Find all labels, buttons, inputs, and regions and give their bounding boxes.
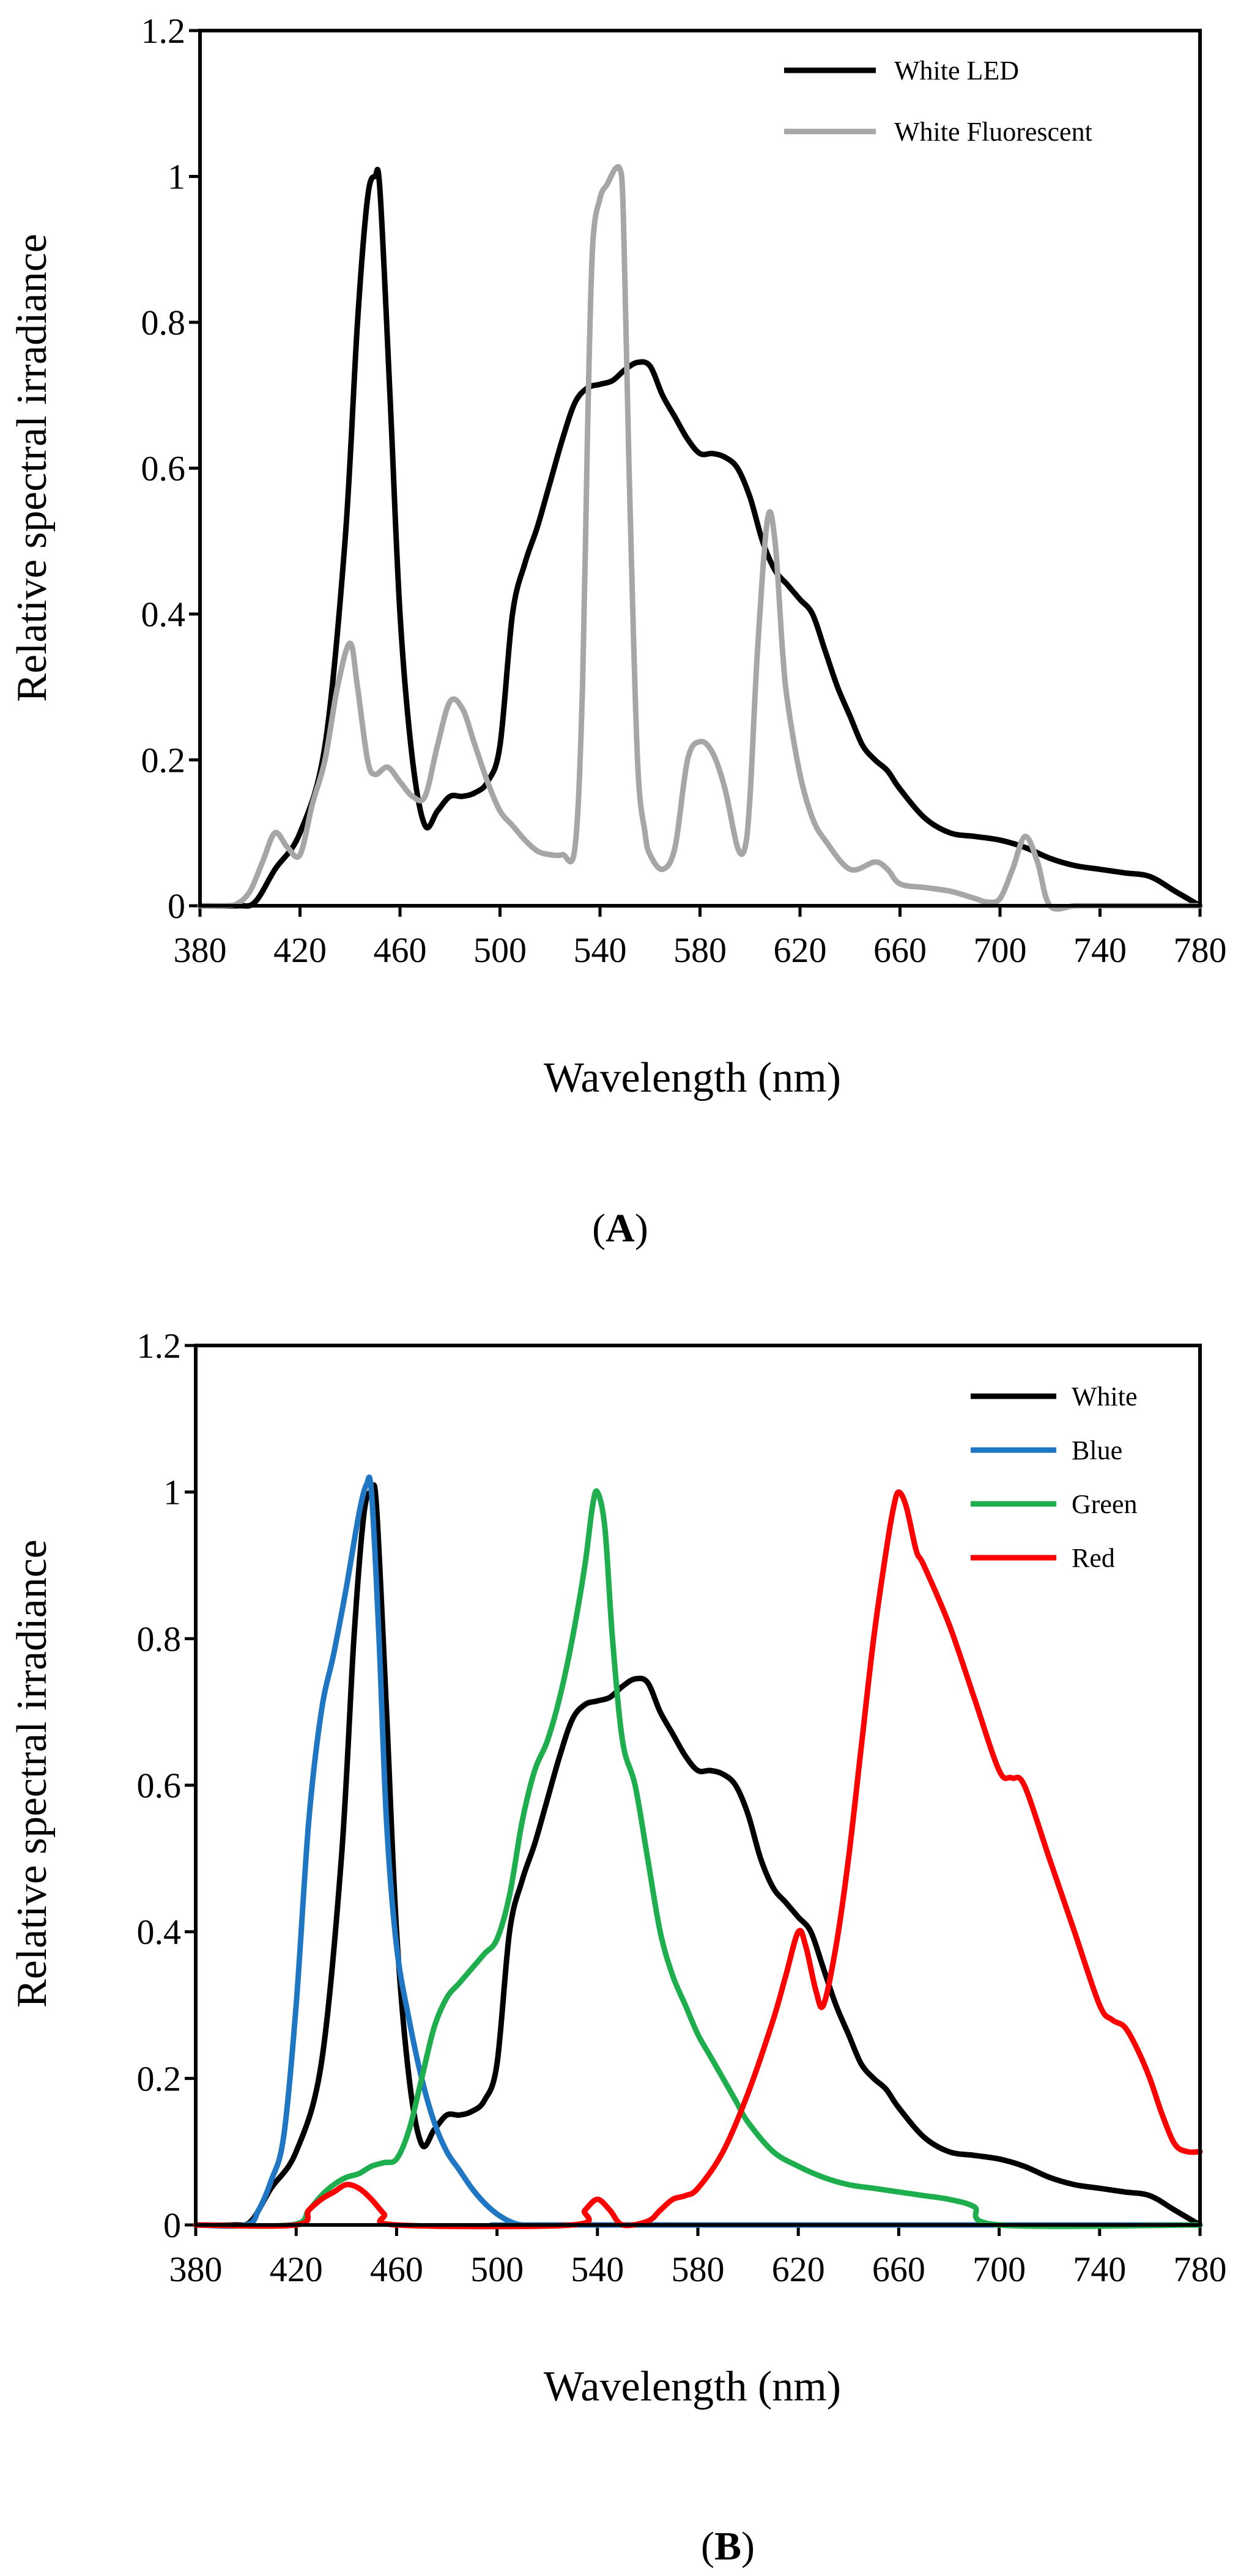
- panel-a-x-tick-label: 540: [574, 930, 627, 970]
- panel-b: Relative spectral irradiance Wavelength …: [9, 1326, 1227, 2569]
- panel-a-legend: White LED White Fluorescent: [784, 56, 1092, 147]
- panel-b-y-tick-label: 1: [163, 1473, 181, 1512]
- panel-a-x-tick-label: 740: [1073, 930, 1127, 970]
- panel-a-label-open: (: [592, 1206, 606, 1251]
- panel-b-label: (B): [701, 2524, 755, 2569]
- panel-b-x-tick-labels: 380 420 460 500 540 580 620 660 700 740 780: [169, 2249, 1227, 2289]
- panel-a-x-tick-label: 420: [273, 930, 327, 970]
- panel-a-y-tick-label: 0.6: [141, 449, 186, 489]
- panel-a-series-line-white-fluorescent: [197, 164, 1203, 912]
- panel-b-y-tick-label: 0.4: [137, 1912, 182, 1952]
- panel-a-y-tick-label: 0.2: [141, 741, 186, 780]
- panel-a-y-tick-label: 0: [168, 886, 185, 926]
- panel-b-legend: White Blue Green Red: [971, 1382, 1138, 1573]
- panel-b-x-tick-label: 540: [571, 2249, 624, 2289]
- legend-label-blue: Blue: [1072, 1435, 1122, 1465]
- panel-a-y-tick-label: 0.8: [141, 303, 186, 342]
- panel-b-series-line-blue: [193, 1474, 1203, 2229]
- panel-b-x-tick-label: 700: [972, 2249, 1026, 2289]
- panel-b-tick-marks: [185, 1344, 1202, 2236]
- panel-a-x-tick-label: 380: [174, 930, 227, 970]
- panel-b-series: [193, 1474, 1203, 2230]
- panel-b-y-tick-label: 0.6: [137, 1766, 182, 1805]
- panel-b-x-tick-label: 420: [270, 2249, 323, 2289]
- panel-a: Relative spectral irradiance Wavelength …: [0, 0, 1241, 1284]
- panel-a-y-axis-title: Relative spectral irradiance: [9, 234, 56, 702]
- panel-a-x-axis-title: Wavelength (nm): [544, 1054, 841, 1101]
- panel-a-x-tick-labels: 380 420 460 500 540 580 620 660 700 740 780: [174, 930, 1227, 970]
- panel-b-x-tick-label: 660: [872, 2249, 925, 2289]
- panel-b-x-tick-label: 620: [772, 2249, 825, 2289]
- panel-b-x-tick-label: 780: [1174, 2249, 1227, 2289]
- panel-b-y-axis-title: Relative spectral irradiance: [9, 1539, 56, 2008]
- panel-a-x-tick-label: 780: [1174, 930, 1227, 970]
- panel-a-x-tick-label: 460: [374, 930, 427, 970]
- panel-b-label-letter: B: [714, 2524, 741, 2569]
- legend-label-green: Green: [1072, 1489, 1138, 1519]
- legend-label-white: White: [1072, 1382, 1138, 1412]
- panel-b-x-tick-label: 580: [672, 2249, 725, 2289]
- panel-b-x-axis-title: Wavelength (nm): [544, 2363, 841, 2410]
- panel-a-plot-frame: [198, 29, 1202, 908]
- panel-b-y-tick-label: 0: [163, 2205, 181, 2245]
- panel-b-label-open: (: [701, 2524, 714, 2569]
- panel-b-x-tick-label: 740: [1073, 2249, 1126, 2289]
- panel-b-y-tick-label: 0.8: [137, 1619, 182, 1659]
- panel-a-y-tick-label: 1: [168, 157, 185, 197]
- panel-a-x-tick-label: 660: [873, 930, 927, 970]
- legend-label-white-fluorescent: White Fluorescent: [894, 117, 1092, 147]
- panel-a-x-tick-label: 620: [774, 930, 827, 970]
- panel-b-x-tick-label: 500: [470, 2249, 524, 2289]
- panel-a-label: (A): [592, 1206, 648, 1251]
- panel-b-series-line-green: [193, 1488, 1203, 2229]
- panel-a-background: [0, 0, 1241, 1284]
- panel-a-series: [197, 164, 1203, 912]
- panel-b-x-tick-label: 460: [370, 2249, 423, 2289]
- panel-a-series-line-white-led: [197, 166, 1203, 909]
- panel-b-plot-frame: [194, 1344, 1202, 2227]
- panel-b-y-tick-label: 1.2: [137, 1326, 182, 1366]
- panel-b-y-tick-labels: 0 0.2 0.4 0.6 0.8 1 1.2: [137, 1326, 182, 2245]
- panel-a-label-letter: A: [606, 1206, 635, 1251]
- legend-label-white-led: White LED: [894, 56, 1019, 86]
- panel-a-label-close: ): [635, 1206, 648, 1251]
- legend-label-red: Red: [1072, 1543, 1115, 1573]
- panel-b-series-line-white: [193, 1482, 1203, 2228]
- panel-a-y-tick-label: 1.2: [141, 11, 186, 51]
- panel-b-y-tick-label: 0.2: [137, 2059, 182, 2098]
- panel-a-x-tick-label: 500: [473, 930, 527, 970]
- panel-b-x-tick-label: 380: [169, 2249, 223, 2289]
- panel-a-y-tick-labels: 0 0.2 0.4 0.6 0.8 1 1.2: [141, 11, 186, 926]
- panel-b-label-close: ): [741, 2524, 755, 2569]
- panel-a-y-tick-label: 0.4: [141, 594, 186, 634]
- panel-a-x-tick-label: 580: [673, 930, 727, 970]
- panel-a-x-tick-label: 700: [974, 930, 1027, 970]
